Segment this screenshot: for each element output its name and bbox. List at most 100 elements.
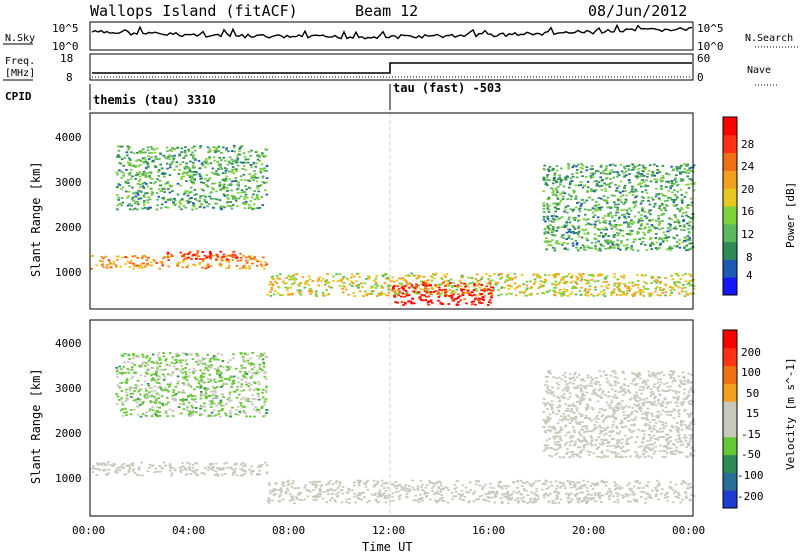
station-title: Wallops Island (fitACF)	[90, 2, 298, 20]
power-cell	[423, 290, 427, 293]
power-cell	[386, 277, 390, 279]
power-cell	[231, 180, 234, 183]
power-cell	[385, 277, 388, 280]
power-cell	[622, 276, 626, 279]
power-cell	[637, 218, 641, 221]
velocity-cell	[156, 381, 159, 384]
velocity-cell	[655, 488, 658, 491]
power-cell	[626, 225, 630, 228]
power-cell	[569, 208, 573, 211]
velocity-cell	[96, 463, 100, 466]
power-cell	[667, 236, 671, 238]
power-cell	[674, 180, 678, 183]
power-cell	[171, 255, 174, 257]
power-cell	[205, 256, 208, 259]
velocity-cell	[615, 492, 618, 494]
power-cell	[130, 165, 134, 167]
velocity-cell	[628, 482, 631, 485]
power-cell	[467, 285, 470, 288]
velocity-cell	[135, 398, 138, 401]
power-cell	[489, 301, 493, 304]
power-cell	[161, 257, 165, 260]
power-cell	[566, 205, 570, 207]
power-cell	[626, 290, 629, 292]
power-cell	[154, 181, 157, 184]
power-cell	[684, 239, 687, 242]
power-cell	[468, 294, 472, 296]
power-cell	[613, 171, 617, 173]
power-cell	[494, 283, 498, 286]
power-cell	[422, 282, 425, 285]
power-cell	[557, 273, 560, 276]
power-cell	[551, 246, 555, 249]
power-cell	[681, 287, 684, 290]
velocity-cell	[377, 501, 381, 504]
power-cell	[584, 228, 588, 231]
power-cell	[190, 258, 193, 260]
power-cell	[599, 249, 602, 252]
velocity-cell	[335, 480, 338, 482]
velocity-cell	[257, 398, 261, 401]
power-cell	[585, 282, 588, 285]
power-cell	[605, 177, 609, 179]
velocity-cell	[684, 495, 688, 498]
power-cell	[422, 280, 426, 283]
velocity-cell	[197, 382, 201, 385]
power-cell	[247, 158, 250, 161]
velocity-cell	[232, 390, 236, 393]
velocity-cell	[145, 356, 148, 359]
power-cell	[286, 289, 289, 292]
velocity-cell	[191, 414, 194, 417]
velocity-cell	[598, 497, 602, 500]
power-cell	[593, 280, 597, 283]
power-cell	[141, 257, 144, 259]
velocity-cell	[237, 413, 240, 416]
power-cell	[213, 149, 217, 152]
velocity-cell	[116, 467, 119, 469]
power-cell	[507, 288, 511, 290]
power-cell	[168, 158, 171, 160]
power-cell	[478, 292, 481, 295]
power-cell	[367, 277, 371, 280]
velocity-cell	[413, 488, 416, 491]
power-cell	[589, 175, 593, 177]
velocity-cell	[279, 487, 283, 490]
power-cell	[405, 293, 409, 295]
velocity-cell	[258, 357, 261, 360]
velocity-cell	[509, 494, 512, 496]
power-cell	[252, 257, 255, 260]
power-cell	[439, 301, 442, 304]
velocity-cell	[360, 492, 364, 495]
velocity-cell	[229, 359, 232, 362]
power-cell	[530, 292, 533, 295]
velocity-cell	[321, 497, 325, 500]
power-cell	[143, 254, 146, 257]
power-cell	[553, 247, 557, 250]
power-cell	[144, 174, 147, 177]
power-cell	[255, 194, 259, 196]
power-cell	[564, 290, 567, 293]
velocity-cell	[570, 377, 574, 379]
power-cell	[232, 172, 236, 175]
velocity-cell	[220, 404, 223, 407]
velocity-cell	[554, 428, 557, 431]
power-cell	[686, 175, 689, 178]
power-cell	[163, 187, 166, 190]
velocity-cell	[549, 481, 553, 484]
power-cell	[686, 293, 689, 296]
velocity-cell	[198, 414, 202, 417]
power-cell	[594, 241, 598, 244]
power-cell	[594, 189, 597, 191]
power-cell	[553, 283, 557, 285]
power-cell	[630, 233, 633, 236]
velocity-cell	[524, 482, 527, 485]
power-cell	[168, 174, 172, 176]
power-cell	[572, 191, 576, 194]
power-cell	[577, 277, 580, 280]
velocity-cell	[236, 405, 240, 408]
power-cell	[683, 295, 687, 297]
power-cell	[500, 286, 504, 289]
power-cell	[201, 251, 205, 253]
velocity-cell	[188, 368, 191, 371]
velocity-cell	[143, 365, 147, 367]
